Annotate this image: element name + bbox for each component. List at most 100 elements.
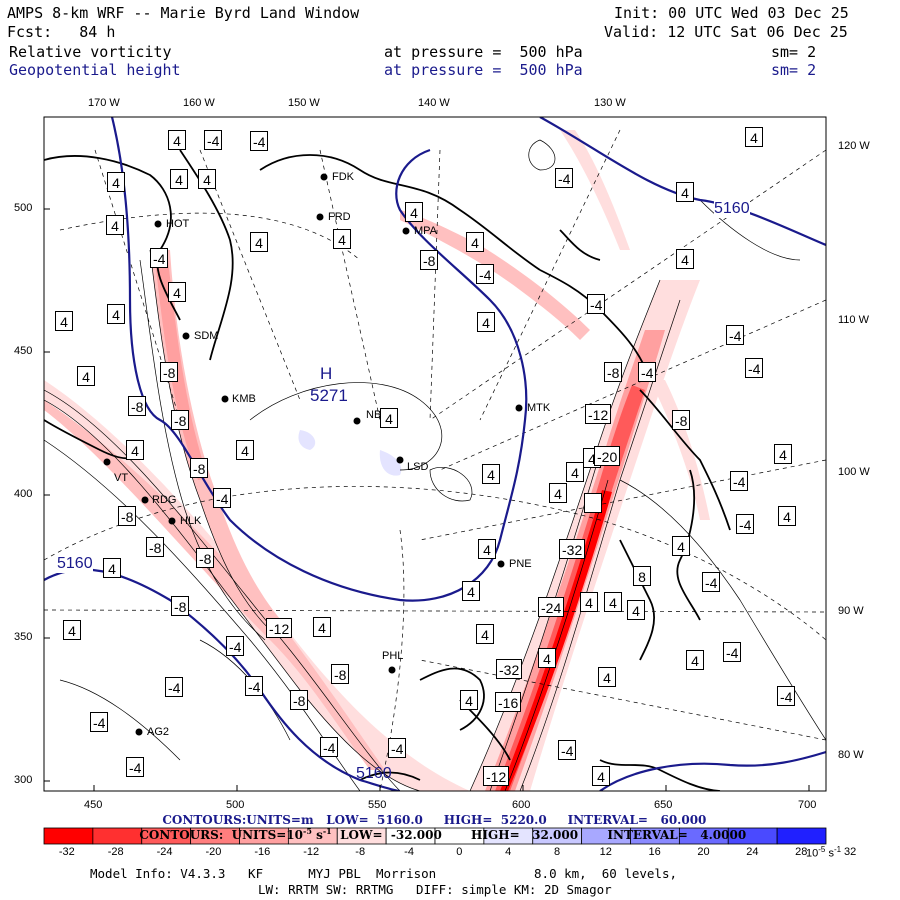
vorticity-contour-label: 4 (168, 130, 186, 150)
field2-level: at pressure = 500 hPa (384, 61, 583, 79)
right-lon-label: 110 W (838, 314, 869, 326)
left-y-label: 300 (14, 774, 33, 786)
top-lon-label: 170 W (88, 97, 120, 109)
colorbar-tick-label: -24 (156, 846, 173, 858)
height-contour-label: 5160 (57, 555, 93, 573)
colorbar (43, 827, 827, 845)
station-label: KMB (232, 393, 256, 405)
vorticity-contour-label: -4 (587, 294, 606, 314)
high-center-letter: H (320, 364, 333, 383)
colorbar-swatch (43, 827, 94, 845)
height-contour-info: CONTOURS:UNITS=m LOW= 5160.0 HIGH= 5220.… (162, 813, 707, 827)
vorticity-contour-label: -4 (723, 642, 742, 662)
vorticity-contour-label: -4 (245, 676, 264, 696)
vorticity-contour-label: -4 (204, 130, 223, 150)
vorticity-contour-label: 4 (168, 282, 186, 302)
colorbar-tick-label: -32 (58, 846, 75, 858)
vorticity-contour-label: 4 (549, 483, 567, 503)
station-label: HOT (166, 218, 190, 230)
right-lon-label: 90 W (838, 605, 864, 617)
vorticity-contour-info: CONTOURS: UNITS=10-5 s-1 LOW= -32.000 HI… (139, 826, 747, 842)
vorticity-contour-label: -8 (672, 410, 691, 430)
vorticity-contour-label: -12 (483, 766, 510, 786)
station-label: VT (114, 472, 129, 484)
vorticity-contour-label: -32 (559, 539, 586, 559)
colorbar-tick-label: 20 (697, 846, 710, 858)
left-y-label: 350 (14, 631, 33, 643)
station-label: RDG (152, 494, 177, 506)
colorbar-tick-label: 4 (505, 846, 512, 858)
vorticity-contour-label: -8 (118, 506, 137, 526)
vorticity-contour-label: -32 (496, 659, 523, 679)
colorbar-tick-label: 0 (456, 846, 463, 858)
vorticity-contour-label: -8 (290, 690, 309, 710)
vorticity-contour-label: -24 (538, 597, 565, 617)
vorticity-contour-label: -4 (226, 636, 245, 656)
left-y-label: 450 (14, 345, 33, 357)
station-label: FDK (332, 171, 354, 183)
station-label: AG2 (147, 726, 170, 738)
vorticity-contour-label: 4 (103, 558, 121, 578)
vorticity-contour-label: -4 (555, 168, 574, 188)
colorbar-tick-label: 32 (844, 846, 857, 858)
left-y-label: 400 (14, 488, 33, 500)
map-frame (43, 116, 827, 792)
frame-ticks (44, 208, 810, 791)
bottom-x-label: 600 (512, 799, 531, 811)
vorticity-contour-label: -4 (90, 712, 109, 732)
bottom-x-label: 550 (368, 799, 387, 811)
field1-level: at pressure = 500 hPa (384, 43, 583, 61)
vorticity-contour-label: 4 (107, 304, 125, 324)
vorticity-contour-label: 4 (592, 766, 610, 786)
vorticity-contour-label: 4 (55, 311, 73, 331)
top-lon-label: 150 W (288, 97, 320, 109)
vorticity-contour-label: -8 (171, 596, 190, 616)
vorticity-contour-label: 4 (672, 536, 690, 556)
vorticity-contour-label: 4 (566, 462, 584, 482)
vorticity-contour-label: -12 (585, 404, 612, 424)
vorticity-contour-label: -12 (266, 618, 293, 638)
vorticity-contour-label: -8 (146, 537, 165, 557)
vorticity-contour-label: -20 (594, 446, 621, 466)
vorticity-contour-label: 4 (313, 617, 331, 637)
vorticity-contour-label: 4 (476, 624, 494, 644)
colorbar-tick-label: 12 (599, 846, 612, 858)
physics-info: LW: RRTM SW: RRTMG DIFF: simple KM: 2D S… (258, 882, 612, 897)
station-label: SDM (194, 330, 219, 342)
vorticity-contour-label: 4 (77, 366, 95, 386)
vorticity-contour-label: -8 (331, 664, 350, 684)
colorbar-tick-label: 28 (795, 846, 808, 858)
vorticity-contour-label: -8 (420, 250, 439, 270)
colorbar-tick-label: -16 (254, 846, 271, 858)
bottom-x-label: 650 (654, 799, 673, 811)
left-y-label: 500 (14, 202, 33, 214)
vorticity-contour-label: -4 (476, 264, 495, 284)
vorticity-contour-label: 4 (627, 600, 645, 620)
coastlines (44, 149, 731, 791)
vorticity-contours (44, 139, 826, 791)
station-label: MPA (414, 225, 438, 237)
vorticity-contour-label: 4 (580, 592, 598, 612)
vorticity-contour-label: 4 (477, 312, 495, 332)
init-time: Init: 00 UTC Wed 03 Dec 25 (614, 4, 849, 22)
field2-name: Geopotential height (9, 61, 181, 79)
vorticity-contour-label: -4 (150, 248, 169, 268)
station-label: HLK (180, 515, 202, 527)
vorticity-contour-label: -4 (638, 362, 657, 382)
field1-name: Relative vorticity (9, 43, 172, 61)
vorticity-contour-label: 4 (676, 249, 694, 269)
vorticity-contour-label: -4 (388, 738, 407, 758)
vorticity-contour-label: -4 (726, 325, 745, 345)
model-info: Model Info: V4.3.3 KF MYJ PBL Morrison 8… (90, 866, 677, 881)
right-lon-label: 120 W (838, 140, 870, 152)
station-markers (103, 173, 523, 736)
top-lon-label: 160 W (183, 97, 215, 109)
vorticity-contour-label: 4 (405, 202, 423, 222)
vorticity-contour-label: -8 (171, 410, 190, 430)
vorticity-contour-label: 4 (107, 172, 125, 192)
vorticity-contour-label: 4 (460, 690, 478, 710)
vorticity-contour-label: -8 (190, 458, 209, 478)
vorticity-contour-label: -8 (196, 548, 215, 568)
height-contour-label: 5160 (714, 200, 750, 218)
colorbar-swatch (776, 827, 827, 845)
